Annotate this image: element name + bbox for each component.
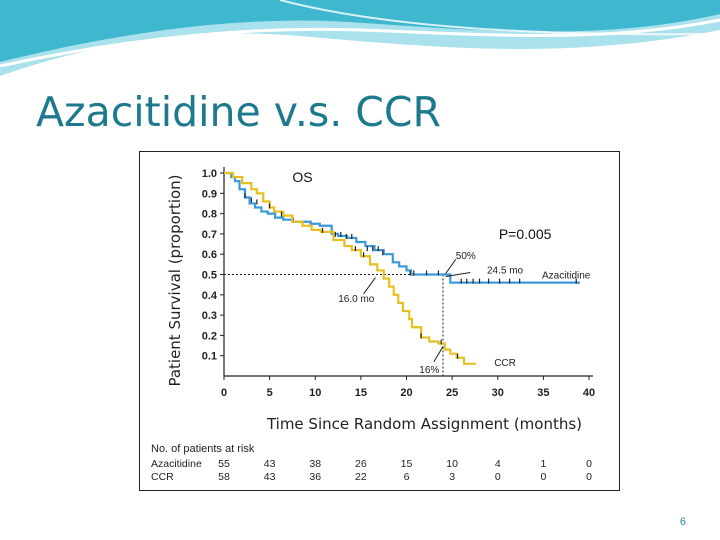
y-tick-label: 0.7 <box>202 229 217 241</box>
header-wave-decoration <box>0 0 720 76</box>
y-tick-label: 1.0 <box>202 168 217 180</box>
annotation-label: 50% <box>456 251 476 262</box>
slide-number: 6 <box>679 516 686 528</box>
series-line-azacitidine <box>224 171 580 284</box>
annotation-label: Azacitidine <box>542 271 591 282</box>
risk-table-cell: 22 <box>355 471 367 483</box>
risk-table-heading: No. of patients at risk <box>151 443 255 455</box>
annotation-label: CCR <box>494 358 516 369</box>
x-tick-label: 5 <box>267 387 273 399</box>
risk-table-row-label: CCR <box>151 471 174 483</box>
risk-table-cell: 26 <box>355 458 367 470</box>
y-tick-label: 0.1 <box>202 351 217 363</box>
risk-table-cell: 38 <box>309 458 321 470</box>
wave-highlight-2 <box>279 0 720 36</box>
risk-table-cell: 1 <box>540 458 546 470</box>
x-tick-label: 0 <box>221 387 227 399</box>
risk-table-cell: 0 <box>495 471 501 483</box>
p-value: P=0.005 <box>499 226 552 242</box>
survival-figure: 0.1 0.2 0.3 0.4 0.5 0.6 0.7 0.8 0.9 1.0 0 5 10 15 20 25… <box>139 151 620 491</box>
x-tick-label: 30 <box>492 387 504 399</box>
risk-table-cell: 0 <box>586 471 592 483</box>
risk-table-cell: 43 <box>264 471 276 483</box>
kaplan-meier-chart: 0.10.20.30.40.50.60.70.80.91.00 5 10 15 20 25… <box>151 167 595 483</box>
chart-title: OS <box>292 169 312 185</box>
risk-table-cell: 6 <box>404 471 410 483</box>
annotation-label: 24.5 mo <box>487 265 524 276</box>
y-tick-label: 0.4 <box>202 290 218 302</box>
risk-table-cell: 0 <box>586 458 592 470</box>
annotation-pointer <box>445 271 471 278</box>
y-tick-label: 0.8 <box>202 209 217 221</box>
y-tick-label: 0.3 <box>202 310 217 322</box>
x-tick-label: 15 <box>355 387 367 399</box>
x-tick-label: 10 <box>309 387 321 399</box>
annotation-pointer <box>363 277 376 295</box>
x-axis-label: Time Since Random Assignment (months) <box>266 415 582 433</box>
y-axis-label: Patient Survival (proportion) <box>166 174 184 386</box>
risk-table-cell: 0 <box>540 471 546 483</box>
risk-table-cell: 10 <box>446 458 458 470</box>
annotation-label: 16.0 mo <box>338 294 375 305</box>
y-tick-label: 0.2 <box>202 330 217 342</box>
wave-band-dark <box>0 0 720 62</box>
x-tick-label: 40 <box>583 387 595 399</box>
risk-table-cell: 3 <box>449 471 455 483</box>
risk-table-cell: 43 <box>264 458 276 470</box>
risk-table-cell: 58 <box>218 471 230 483</box>
x-tick-label: 35 <box>537 387 549 399</box>
x-tick-label: 20 <box>400 387 412 399</box>
annotation-pointer <box>445 258 457 274</box>
y-tick-label: 0.5 <box>202 270 217 282</box>
annotation-label: 16% <box>419 365 439 376</box>
y-tick-label: 0.9 <box>202 188 217 200</box>
series-line-ccr <box>224 171 476 365</box>
y-tick-label: 0.6 <box>202 249 217 261</box>
annotation-pointer <box>433 346 444 363</box>
risk-table-cell: 55 <box>218 458 230 470</box>
risk-table-row-label: Azacitidine <box>151 458 202 470</box>
risk-table-cell: 36 <box>309 471 321 483</box>
risk-table-cell: 15 <box>401 458 413 470</box>
risk-table-cell: 4 <box>495 458 501 470</box>
x-tick-label: 25 <box>446 387 458 399</box>
slide-title: Azacitidine v.s. CCR <box>36 88 442 136</box>
